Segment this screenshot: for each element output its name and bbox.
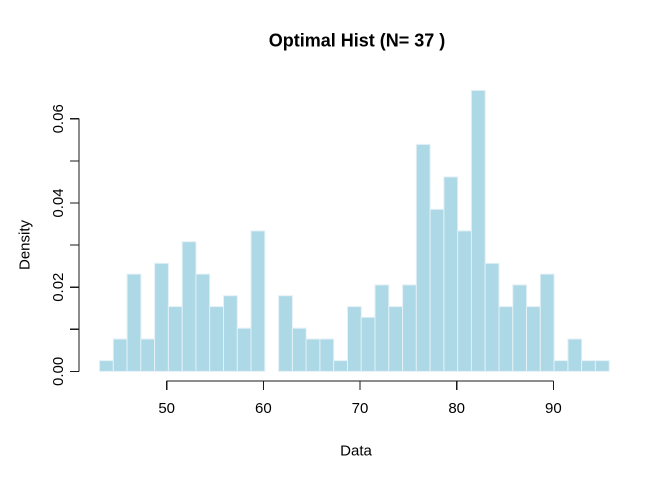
histogram-bar — [181, 241, 197, 372]
histogram-bar — [305, 338, 321, 372]
histogram-bar — [443, 176, 459, 372]
histogram-bar — [484, 262, 500, 372]
histogram-bar — [526, 306, 541, 372]
x-tick-label: 90 — [545, 400, 562, 417]
y-tick-label: 0.00 — [50, 357, 67, 386]
histogram-bar — [99, 360, 114, 372]
x-axis-title: Data — [340, 442, 372, 460]
histogram-bar — [498, 306, 514, 372]
histogram-bars — [99, 89, 610, 372]
y-tick-label: 0.06 — [50, 104, 67, 133]
histogram-bar — [539, 273, 555, 372]
histogram-bar — [291, 327, 307, 372]
histogram-bar — [126, 273, 142, 372]
histogram-bar — [209, 306, 224, 372]
histogram-bar — [223, 295, 238, 372]
histogram-bar — [140, 338, 156, 372]
x-tick-label: 50 — [158, 400, 175, 417]
histogram-bar — [167, 306, 183, 372]
histogram-bar — [553, 360, 569, 372]
chart-title: Optimal Hist (N= 37 ) — [268, 30, 446, 51]
histogram-bar — [594, 360, 610, 372]
histogram-bar — [457, 230, 473, 372]
histogram-bar — [360, 316, 376, 372]
histogram-bar — [567, 338, 583, 372]
histogram-bar — [112, 338, 128, 372]
histogram-bar — [429, 208, 445, 372]
histogram-bar — [154, 262, 169, 372]
histogram-bar — [319, 338, 335, 372]
histogram-bar — [402, 284, 417, 372]
y-tick-label: 0.04 — [50, 188, 67, 217]
axes — [69, 118, 554, 390]
histogram-bar — [512, 284, 528, 372]
histogram-bar — [195, 273, 211, 372]
histogram-bar — [250, 230, 266, 372]
histogram-bar — [388, 306, 404, 372]
histogram-bar — [333, 360, 349, 372]
histogram-bar — [374, 284, 390, 372]
histogram-bar — [470, 89, 486, 372]
y-tick-label: 0.02 — [50, 273, 67, 302]
tick-labels: 50 60 70 80 90 0.00 0.02 0.04 0.06 — [50, 104, 562, 417]
x-tick-label: 60 — [255, 400, 272, 417]
histogram-bar — [347, 306, 362, 372]
histogram-bar — [278, 295, 293, 372]
x-tick-label: 70 — [352, 400, 369, 417]
histogram-bar — [415, 143, 431, 372]
histogram-bar — [581, 360, 596, 372]
histogram-bar — [236, 327, 252, 372]
x-tick-label: 80 — [448, 400, 465, 417]
y-axis-title: Density — [16, 219, 34, 271]
